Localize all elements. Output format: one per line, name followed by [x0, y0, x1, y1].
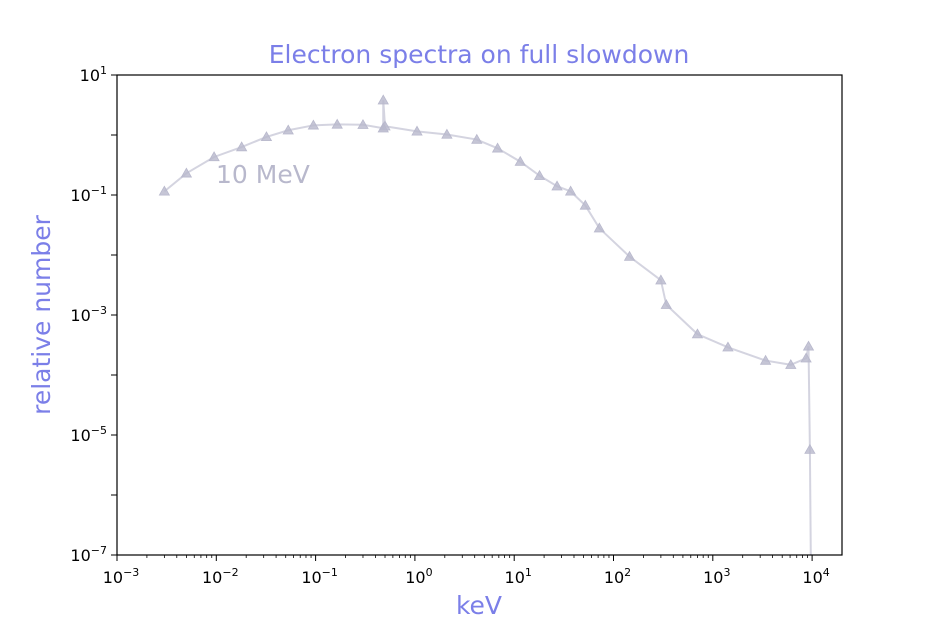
data-point	[514, 155, 526, 166]
x-tick-label: 102	[604, 566, 631, 587]
data-point	[411, 125, 423, 136]
x-axis: 10−3 10−2 10−1 100 101 102 103 104	[103, 555, 830, 587]
data-point	[180, 167, 193, 178]
tick-label-base: 10	[604, 568, 624, 587]
data-point	[235, 141, 248, 152]
x-axis-label: keV	[456, 591, 502, 620]
tick-label-base: 10	[202, 568, 222, 587]
tick-label-exponent: 1	[100, 64, 107, 77]
tick-label-base: 10	[70, 546, 90, 565]
data-point	[158, 185, 171, 196]
data-point	[441, 128, 453, 139]
data-point	[551, 180, 563, 191]
tick-label-base: 10	[301, 568, 321, 587]
tick-label-exponent: 0	[426, 566, 433, 579]
plot-area	[158, 94, 816, 556]
y-axis-label: relative number	[27, 214, 56, 415]
data-point	[307, 119, 320, 130]
data-point	[804, 443, 816, 454]
chart-title: Electron spectra on full slowdown	[269, 40, 690, 69]
tick-label-exponent: −3	[91, 304, 107, 317]
tick-label-exponent: −1	[91, 184, 107, 197]
y-tick-label: 10−3	[70, 304, 107, 325]
tick-label-base: 10	[505, 568, 525, 587]
data-point	[660, 298, 672, 309]
tick-label-exponent: 4	[823, 566, 830, 579]
x-tick-label: 10−1	[301, 566, 338, 587]
x-tick-label: 101	[505, 566, 532, 587]
tick-label-base: 10	[70, 306, 90, 325]
data-point	[357, 118, 369, 129]
tick-label-base: 10	[70, 426, 90, 445]
x-tick-label: 104	[802, 566, 829, 587]
tick-label-exponent: −1	[322, 566, 338, 579]
tick-label-base: 10	[703, 568, 723, 587]
data-point	[655, 274, 667, 285]
data-point	[471, 133, 483, 144]
data-point	[722, 341, 734, 352]
data-point	[331, 118, 343, 129]
y-tick-label: 10−5	[70, 424, 107, 445]
data-point	[260, 131, 273, 142]
data-point	[208, 151, 220, 162]
tick-label-base: 10	[103, 568, 123, 587]
data-point	[379, 120, 391, 131]
data-point	[377, 94, 389, 105]
tick-label-base: 10	[80, 66, 100, 85]
tick-label-exponent: −5	[91, 424, 107, 437]
tick-label-exponent: −7	[91, 544, 107, 557]
data-point	[802, 340, 815, 351]
data-point	[593, 222, 606, 233]
data-point	[800, 352, 812, 363]
x-tick-label: 10−2	[202, 566, 239, 587]
data-point	[564, 185, 577, 196]
y-tick-label: 10−7	[70, 544, 107, 565]
data-point	[579, 199, 591, 210]
tick-label-exponent: 3	[723, 566, 730, 579]
data-point	[623, 250, 636, 261]
data-point	[282, 124, 294, 135]
data-point	[491, 142, 504, 153]
y-tick-label: 10−1	[70, 184, 107, 205]
x-tick-label: 103	[703, 566, 730, 587]
data-point	[691, 328, 704, 339]
tick-label-exponent: 1	[525, 566, 532, 579]
data-point	[759, 354, 772, 365]
tick-label-base: 10	[70, 186, 90, 205]
data-point	[785, 358, 797, 369]
tick-label-base: 10	[802, 568, 822, 587]
tick-label-exponent: −3	[123, 566, 139, 579]
y-tick-label: 101	[80, 64, 107, 85]
data-point	[533, 169, 546, 180]
x-tick-label: 100	[405, 566, 432, 587]
x-tick-label: 10−3	[103, 566, 140, 587]
tick-label-exponent: −2	[222, 566, 238, 579]
energy-annotation: 10 MeV	[216, 160, 310, 189]
tick-label-base: 10	[405, 568, 425, 587]
tick-label-exponent: 2	[624, 566, 631, 579]
